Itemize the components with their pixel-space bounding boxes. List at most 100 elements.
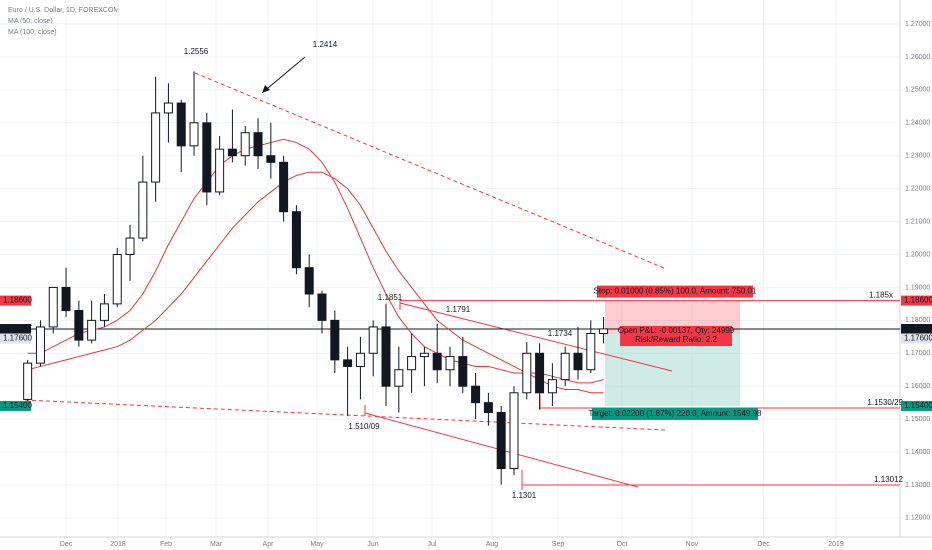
candle-body <box>586 333 596 371</box>
price-label-box <box>0 333 31 344</box>
indicator-label: MA (50, close) <box>8 18 53 25</box>
candle-body <box>317 293 327 321</box>
x-tick-label: Apr <box>263 541 275 548</box>
y-tick-label: 1.17000 <box>905 350 930 357</box>
candle-body <box>74 309 84 341</box>
ma-line <box>27 171 604 394</box>
price-label: 1.17737 <box>3 324 32 333</box>
candle-body <box>240 132 250 157</box>
y-tick-label: 1.26000 <box>905 54 930 61</box>
y-tick-label: 1.20000 <box>905 251 930 258</box>
candle-body <box>227 148 237 157</box>
arrow-head <box>262 85 270 93</box>
candle-body <box>535 352 545 394</box>
stop-label: Stop: 0.01000 (0.85%) 100.0, Amount: 750… <box>594 287 757 296</box>
price-label-box <box>901 333 932 344</box>
trend-line <box>194 72 665 269</box>
price-label-box <box>0 324 31 335</box>
indicator-label: MA (100, close) <box>8 29 57 36</box>
stop-label-box <box>597 285 753 298</box>
candle-body <box>253 132 263 157</box>
x-tick-label: Nov <box>686 541 699 548</box>
candle-body <box>189 122 199 147</box>
candle-body <box>496 412 506 470</box>
target-label-box <box>592 407 758 420</box>
x-tick-label: 2019 <box>828 541 844 548</box>
candle-body <box>445 356 455 371</box>
candle-body <box>560 352 570 381</box>
annotation: 1.13012 <box>874 475 903 484</box>
x-tick-label: Dec <box>60 541 73 548</box>
candle-body <box>330 319 340 361</box>
candle-body <box>522 352 532 394</box>
price-label: 1.15400 <box>904 401 932 410</box>
candle-body <box>266 155 276 163</box>
candle-body <box>202 122 212 193</box>
candle-body <box>547 379 557 394</box>
ma-line <box>27 138 604 384</box>
candle-body <box>471 385 481 404</box>
trend-line <box>24 399 666 431</box>
y-tick-label: 1.16000 <box>905 383 930 390</box>
annotation: 1.2414 <box>313 40 338 49</box>
candle-body <box>381 326 391 387</box>
candle-body <box>343 359 353 367</box>
y-tick-label: 1.15000 <box>905 416 930 423</box>
annotation: 1.510/09 <box>348 422 380 431</box>
trend-line <box>399 302 673 372</box>
candle-body <box>394 369 404 387</box>
y-tick-label: 1.25000 <box>905 87 930 94</box>
x-tick-label: Sep <box>552 541 565 548</box>
candle-body <box>138 181 148 239</box>
candle-body <box>573 352 583 371</box>
candle-body <box>176 102 186 147</box>
y-tick-label: 1.22000 <box>905 186 930 193</box>
price-label-box <box>0 295 31 306</box>
y-tick-label: 1.18000 <box>905 317 930 324</box>
candle-body <box>48 286 58 328</box>
candle-body <box>112 254 122 305</box>
x-tick-label: Feb <box>160 541 172 548</box>
candle-body <box>215 148 225 193</box>
y-tick-label: 1.23000 <box>905 153 930 160</box>
annotation: 1.1851 <box>378 293 403 302</box>
y-tick-label: 1.21000 <box>905 218 930 225</box>
x-tick-label: Mar <box>210 541 223 548</box>
candle-body <box>23 362 33 400</box>
price-label: 1.15400 <box>3 401 32 410</box>
y-tick-label: 1.14000 <box>905 449 930 456</box>
candle-body <box>599 328 609 335</box>
price-label: 1.17600 <box>904 334 932 343</box>
candle-body <box>419 352 429 358</box>
candle-body <box>355 352 365 367</box>
candle-body <box>304 267 314 295</box>
candle-body <box>279 161 289 213</box>
y-tick-label: 1.24000 <box>905 120 930 127</box>
y-tick-label: 1.12000 <box>905 515 930 522</box>
target-label: Target: 0.02200 (1.87%) 220.0, Amount: 1… <box>588 409 762 418</box>
price-label: 1.17737 <box>904 324 932 333</box>
price-label: 1.18600 <box>904 296 932 305</box>
annotation: 1.185x <box>869 291 893 300</box>
candle-body <box>87 319 97 341</box>
candle-body <box>125 237 135 256</box>
x-tick-label: Jun <box>367 541 378 548</box>
price-label-box <box>901 295 932 306</box>
candle-body <box>483 402 493 414</box>
candle-body <box>163 102 173 114</box>
annotation: 1.1530/29 <box>867 398 903 407</box>
annotation: 1.1734 <box>548 329 573 338</box>
y-tick-label: 1.19000 <box>905 284 930 291</box>
candle-body <box>151 112 161 183</box>
candle-body <box>368 326 378 354</box>
y-tick-label: 1.27000 <box>905 21 930 28</box>
pnl-label: Open P&L: -0.00137, Qty: 24999 <box>618 326 735 335</box>
candle-body <box>509 392 519 470</box>
price-label: 1.17600 <box>3 334 32 343</box>
x-tick-label: Aug <box>486 541 499 548</box>
arrow <box>261 56 306 94</box>
x-tick-label: Dec <box>757 541 770 548</box>
candle-body <box>458 356 468 387</box>
